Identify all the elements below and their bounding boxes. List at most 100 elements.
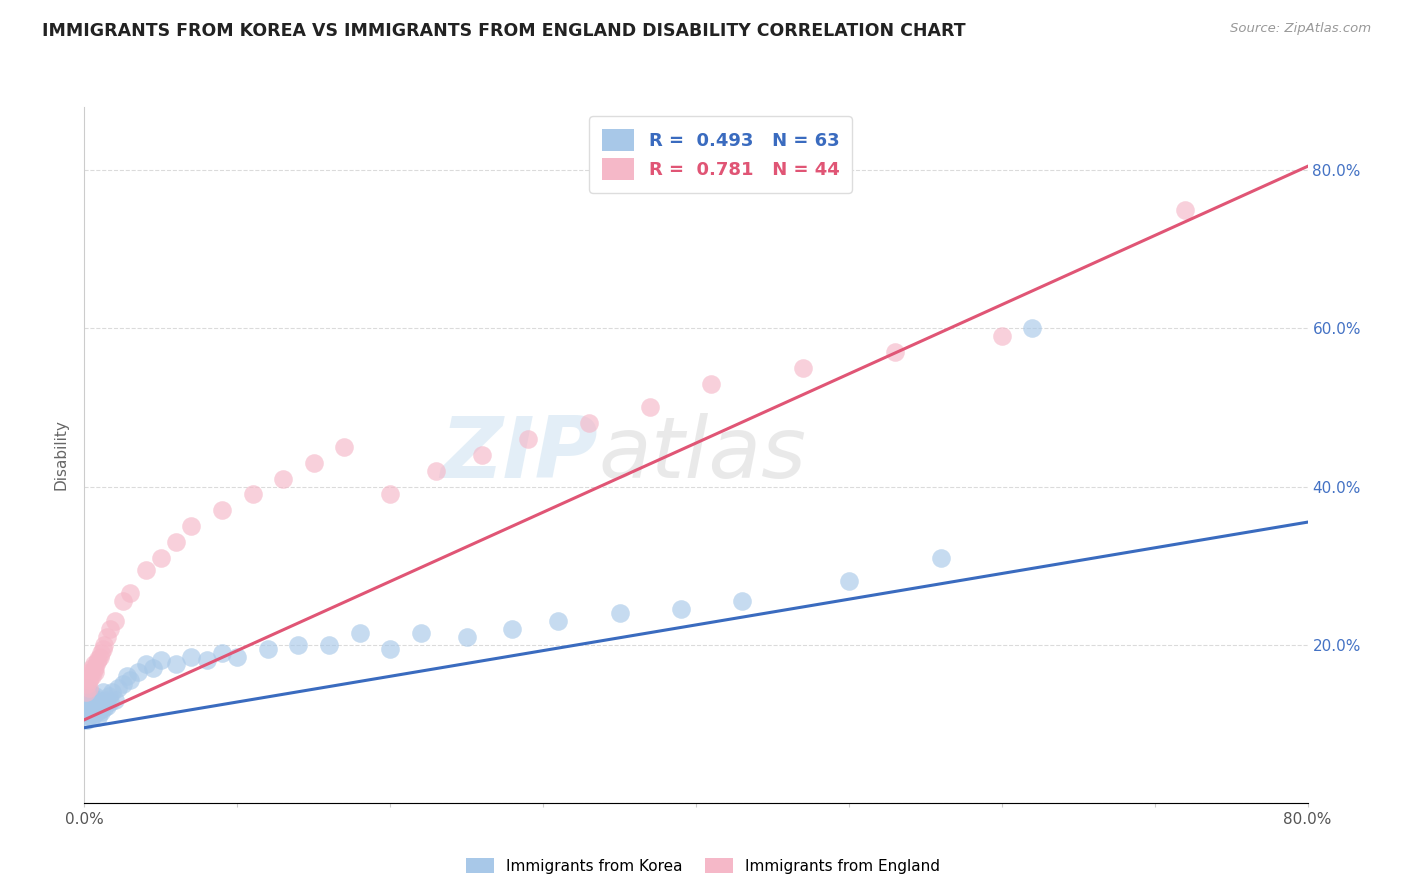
- Point: [578, 417, 600, 431]
- Point: [700, 376, 723, 391]
- Point: [211, 646, 233, 660]
- Point: [93, 638, 115, 652]
- Point: [80, 661, 103, 675]
- Point: [104, 693, 127, 707]
- Point: [83, 707, 105, 722]
- Point: [90, 705, 112, 719]
- Point: [77, 673, 100, 688]
- Point: [86, 655, 108, 669]
- Point: [91, 685, 114, 699]
- Point: [79, 671, 101, 685]
- Point: [257, 641, 280, 656]
- Point: [242, 487, 264, 501]
- Point: [76, 681, 98, 695]
- Point: [226, 649, 249, 664]
- Text: atlas: atlas: [598, 413, 806, 497]
- Point: [135, 657, 157, 672]
- Point: [84, 689, 107, 703]
- Point: [79, 685, 101, 699]
- Point: [104, 614, 127, 628]
- Point: [287, 638, 309, 652]
- Point: [838, 574, 860, 589]
- Point: [165, 534, 187, 549]
- Point: [89, 695, 111, 709]
- Point: [89, 649, 111, 664]
- Point: [547, 614, 569, 628]
- Point: [111, 677, 134, 691]
- Point: [349, 625, 371, 640]
- Point: [111, 594, 134, 608]
- Point: [77, 701, 100, 715]
- Point: [502, 622, 524, 636]
- Point: [180, 649, 202, 664]
- Point: [731, 594, 754, 608]
- Point: [75, 685, 97, 699]
- Point: [87, 693, 110, 707]
- Point: [669, 602, 692, 616]
- Point: [120, 673, 142, 688]
- Point: [77, 708, 100, 723]
- Text: IMMIGRANTS FROM KOREA VS IMMIGRANTS FROM ENGLAND DISABILITY CORRELATION CHART: IMMIGRANTS FROM KOREA VS IMMIGRANTS FROM…: [42, 22, 966, 40]
- Point: [80, 710, 103, 724]
- Legend: Immigrants from Korea, Immigrants from England: Immigrants from Korea, Immigrants from E…: [460, 852, 946, 880]
- Text: Source: ZipAtlas.com: Source: ZipAtlas.com: [1230, 22, 1371, 36]
- Point: [93, 701, 115, 715]
- Point: [638, 401, 661, 415]
- Point: [991, 329, 1014, 343]
- Point: [333, 440, 356, 454]
- Point: [76, 697, 98, 711]
- Point: [98, 622, 121, 636]
- Point: [149, 550, 172, 565]
- Point: [883, 345, 905, 359]
- Legend: R =  0.493   N = 63, R =  0.781   N = 44: R = 0.493 N = 63, R = 0.781 N = 44: [589, 116, 852, 193]
- Point: [195, 653, 218, 667]
- Point: [83, 695, 105, 709]
- Point: [77, 693, 100, 707]
- Point: [91, 641, 114, 656]
- Point: [101, 685, 124, 699]
- Point: [83, 663, 105, 677]
- Point: [792, 360, 814, 375]
- Point: [77, 681, 100, 695]
- Point: [142, 661, 165, 675]
- Point: [80, 693, 103, 707]
- Point: [87, 652, 110, 666]
- Point: [91, 697, 114, 711]
- Point: [127, 665, 149, 680]
- Point: [1021, 321, 1043, 335]
- Point: [75, 705, 97, 719]
- Point: [87, 710, 110, 724]
- Point: [84, 699, 107, 714]
- Point: [89, 702, 111, 716]
- Point: [516, 432, 538, 446]
- Point: [456, 630, 478, 644]
- Point: [94, 693, 117, 707]
- Point: [79, 705, 101, 719]
- Point: [90, 646, 112, 660]
- Point: [107, 681, 129, 695]
- Point: [97, 689, 120, 703]
- Point: [84, 665, 107, 680]
- Point: [1174, 202, 1197, 217]
- Point: [929, 550, 952, 565]
- Point: [380, 641, 402, 656]
- Point: [76, 677, 98, 691]
- Point: [83, 702, 105, 716]
- Y-axis label: Disability: Disability: [53, 419, 69, 491]
- Point: [79, 697, 101, 711]
- Point: [96, 630, 118, 644]
- Point: [96, 699, 118, 714]
- Point: [211, 503, 233, 517]
- Point: [80, 669, 103, 683]
- Point: [86, 697, 108, 711]
- Point: [83, 657, 105, 672]
- Point: [302, 456, 325, 470]
- Point: [318, 638, 340, 652]
- Point: [165, 657, 187, 672]
- Point: [76, 713, 98, 727]
- Point: [609, 606, 631, 620]
- Point: [115, 669, 138, 683]
- Point: [80, 701, 103, 715]
- Point: [75, 689, 97, 703]
- Point: [471, 448, 494, 462]
